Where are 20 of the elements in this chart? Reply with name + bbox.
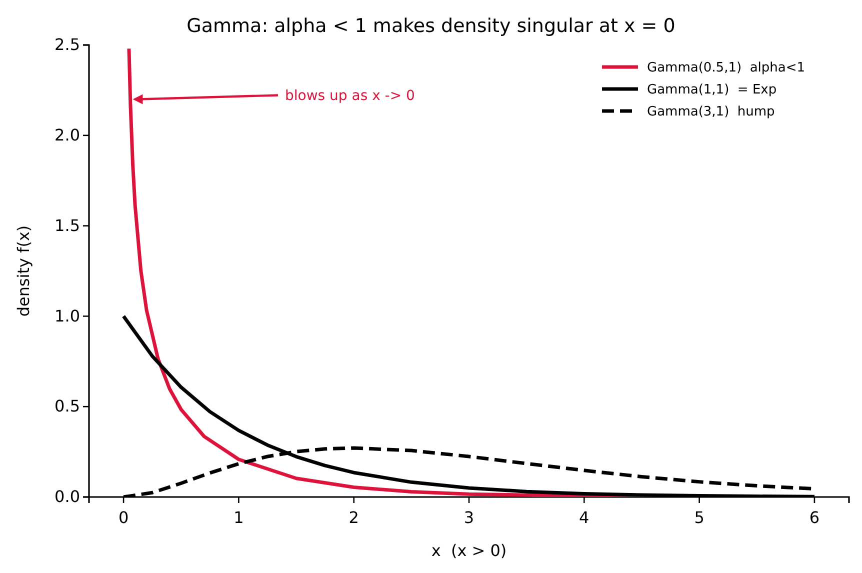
y-tick-label: 1.5 [54, 216, 80, 235]
x-axis-title: x (x > 0) [431, 541, 507, 560]
chart-title: Gamma: alpha < 1 makes density singular at x = 0 [186, 15, 676, 37]
legend-label: Gamma(3,1) hump [647, 104, 775, 120]
y-tick-label: 2.5 [54, 35, 80, 54]
x-tick-label: 4 [579, 508, 590, 527]
legend-label: Gamma(1,1) = Exp [647, 82, 777, 98]
x-tick-label: 1 [234, 508, 244, 527]
y-tick-label: 0.0 [54, 487, 80, 506]
x-tick-label: 6 [809, 508, 820, 527]
annotation: blows up as x -> 0 [285, 88, 415, 104]
y-tick-label: 0.5 [54, 396, 80, 416]
x-tick-label: 3 [464, 508, 474, 527]
legend-label: Gamma(0.5,1) alpha<1 [647, 60, 806, 76]
y-axis-title: density f(x) [14, 225, 33, 317]
x-tick-label: 5 [694, 508, 704, 527]
x-tick-label: 0 [118, 508, 129, 527]
x-tick-label: 2 [348, 508, 359, 527]
y-tick-label: 2.0 [54, 126, 80, 145]
y-tick-label: 1.0 [54, 306, 80, 326]
